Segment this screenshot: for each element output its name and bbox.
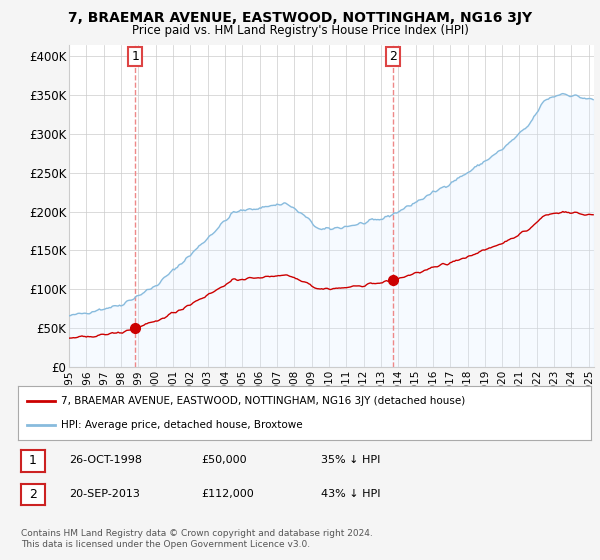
Text: HPI: Average price, detached house, Broxtowe: HPI: Average price, detached house, Brox… bbox=[61, 420, 302, 430]
Text: 2: 2 bbox=[389, 50, 397, 63]
Text: 26-OCT-1998: 26-OCT-1998 bbox=[69, 455, 142, 465]
Text: 7, BRAEMAR AVENUE, EASTWOOD, NOTTINGHAM, NG16 3JY (detached house): 7, BRAEMAR AVENUE, EASTWOOD, NOTTINGHAM,… bbox=[61, 396, 465, 406]
Text: Contains HM Land Registry data © Crown copyright and database right 2024.
This d: Contains HM Land Registry data © Crown c… bbox=[21, 529, 373, 549]
Text: 35% ↓ HPI: 35% ↓ HPI bbox=[321, 455, 380, 465]
Text: £112,000: £112,000 bbox=[201, 489, 254, 499]
Text: 20-SEP-2013: 20-SEP-2013 bbox=[69, 489, 140, 499]
Text: 7, BRAEMAR AVENUE, EASTWOOD, NOTTINGHAM, NG16 3JY: 7, BRAEMAR AVENUE, EASTWOOD, NOTTINGHAM,… bbox=[68, 11, 532, 25]
Text: 43% ↓ HPI: 43% ↓ HPI bbox=[321, 489, 380, 499]
Text: 1: 1 bbox=[131, 50, 139, 63]
Text: 1: 1 bbox=[29, 454, 37, 468]
Text: £50,000: £50,000 bbox=[201, 455, 247, 465]
Text: Price paid vs. HM Land Registry's House Price Index (HPI): Price paid vs. HM Land Registry's House … bbox=[131, 24, 469, 36]
Text: 2: 2 bbox=[29, 488, 37, 501]
